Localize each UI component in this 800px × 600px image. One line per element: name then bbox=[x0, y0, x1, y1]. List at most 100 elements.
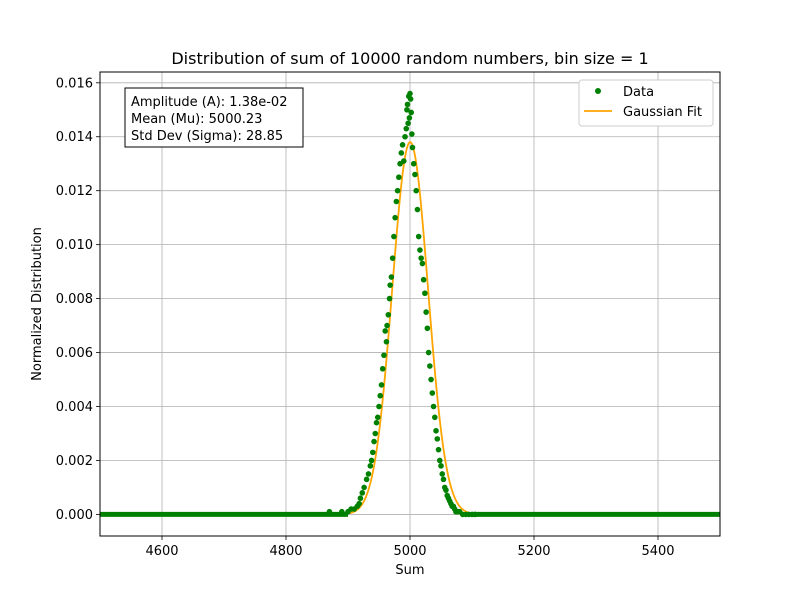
data-point bbox=[372, 430, 379, 437]
legend-fit-label: Gaussian Fit bbox=[623, 105, 702, 120]
data-point bbox=[378, 382, 385, 388]
data-point bbox=[371, 438, 377, 445]
data-point bbox=[365, 471, 372, 477]
data-point bbox=[387, 282, 393, 288]
data-point bbox=[427, 363, 433, 369]
data-point bbox=[401, 158, 407, 164]
legend-frame bbox=[578, 79, 714, 127]
data-point bbox=[356, 500, 362, 507]
data-point bbox=[391, 233, 397, 240]
data-point bbox=[377, 392, 384, 399]
data-point bbox=[382, 328, 389, 334]
y-tick-label: 0.004 bbox=[56, 400, 93, 415]
y-axis-ticks: 0.000 0.002 0.004 0.006 0.008 0.010 0.012 0.014… bbox=[56, 76, 100, 523]
data-point bbox=[422, 290, 428, 297]
data-point bbox=[472, 511, 478, 518]
annotation-mean: Mean (Mu): 5000.23 bbox=[131, 112, 262, 127]
y-tick-label: 0.016 bbox=[56, 76, 93, 91]
y-axis-label: Normalized Distribution bbox=[30, 227, 45, 381]
y-tick-label: 0.010 bbox=[56, 238, 93, 253]
data-point bbox=[392, 214, 398, 221]
data-point bbox=[419, 260, 426, 267]
data-point bbox=[424, 325, 431, 332]
data-point bbox=[370, 449, 376, 456]
plot-area bbox=[100, 90, 720, 518]
data-point bbox=[418, 255, 424, 261]
data-point bbox=[359, 490, 366, 496]
data-point bbox=[339, 508, 345, 515]
y-tick-label: 0.012 bbox=[56, 184, 93, 199]
x-tick-label: 5000 bbox=[393, 544, 426, 559]
chart-title: Distribution of sum of 10000 random numb… bbox=[171, 49, 648, 68]
data-point bbox=[432, 414, 438, 421]
data-point bbox=[439, 471, 446, 477]
data-point bbox=[361, 484, 367, 491]
data-point bbox=[384, 322, 390, 329]
data-point bbox=[404, 101, 411, 108]
data-point bbox=[415, 233, 422, 240]
grid-lines bbox=[100, 72, 720, 536]
data-point bbox=[376, 403, 382, 410]
data-point bbox=[438, 463, 444, 469]
data-point bbox=[410, 160, 417, 167]
data-point bbox=[381, 352, 387, 359]
data-point bbox=[428, 376, 434, 383]
data-point bbox=[398, 150, 405, 156]
x-tick-label: 4600 bbox=[145, 544, 178, 559]
data-point bbox=[357, 495, 364, 502]
data-point bbox=[409, 131, 415, 137]
data-point bbox=[420, 276, 427, 283]
data-point bbox=[417, 247, 423, 253]
annotation-amplitude: Amplitude (A): 1.38e-02 bbox=[131, 95, 287, 110]
data-point bbox=[412, 171, 418, 178]
data-point bbox=[435, 446, 442, 453]
data-point bbox=[374, 414, 381, 421]
legend-data-label: Data bbox=[623, 85, 654, 100]
legend-data-marker bbox=[595, 88, 601, 94]
data-point bbox=[414, 206, 421, 213]
data-point bbox=[403, 125, 410, 132]
annotation-box: Amplitude (A): 1.38e-02 Mean (Mu): 5000.… bbox=[124, 87, 304, 148]
y-tick-label: 0.000 bbox=[56, 508, 93, 523]
data-point bbox=[407, 96, 414, 102]
data-point bbox=[396, 174, 402, 181]
x-tick-label: 5200 bbox=[517, 544, 550, 559]
x-tick-label: 5400 bbox=[641, 544, 674, 559]
data-point bbox=[399, 142, 406, 148]
annotation-sigma: Std Dev (Sigma): 28.85 bbox=[131, 129, 283, 144]
data-point bbox=[388, 274, 395, 280]
data-point bbox=[425, 349, 432, 356]
data-point bbox=[443, 487, 449, 493]
data-point bbox=[326, 508, 333, 515]
data-point bbox=[434, 436, 441, 442]
x-tick-label: 4800 bbox=[269, 544, 302, 559]
data-point bbox=[389, 255, 396, 261]
data-point bbox=[385, 311, 392, 318]
data-point bbox=[406, 115, 413, 121]
y-tick-label: 0.014 bbox=[56, 130, 93, 145]
y-tick-label: 0.002 bbox=[56, 454, 93, 469]
data-point bbox=[413, 187, 420, 194]
data-point bbox=[383, 338, 390, 345]
data-point bbox=[436, 457, 443, 464]
data-point bbox=[408, 109, 415, 116]
y-tick-label: 0.008 bbox=[56, 292, 93, 307]
annotation-frame bbox=[124, 87, 304, 148]
data-point bbox=[423, 309, 429, 315]
data-point bbox=[393, 198, 400, 205]
data-point bbox=[402, 133, 408, 140]
legend: Data Gaussian Fit bbox=[578, 79, 714, 127]
data-point bbox=[433, 427, 439, 434]
data-point bbox=[386, 295, 393, 302]
data-point bbox=[430, 403, 437, 410]
y-tick-label: 0.006 bbox=[56, 346, 93, 361]
data-point bbox=[405, 120, 411, 127]
data-point bbox=[379, 365, 386, 372]
data-point bbox=[363, 476, 370, 483]
data-point bbox=[368, 457, 375, 464]
data-point bbox=[429, 390, 436, 396]
data-point bbox=[407, 90, 413, 97]
data-point bbox=[394, 187, 401, 194]
data-point bbox=[440, 476, 447, 483]
